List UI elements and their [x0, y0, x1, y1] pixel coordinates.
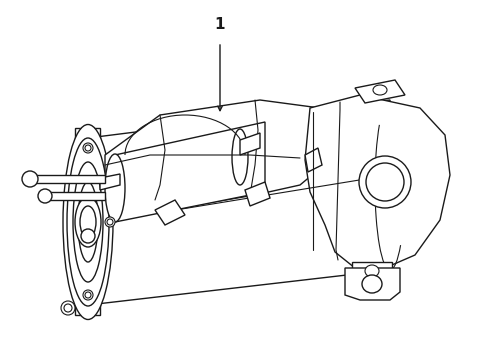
Ellipse shape	[83, 202, 93, 242]
Ellipse shape	[85, 292, 91, 298]
Ellipse shape	[67, 138, 109, 306]
Polygon shape	[88, 100, 390, 305]
Polygon shape	[30, 175, 105, 183]
Polygon shape	[352, 262, 392, 280]
Ellipse shape	[362, 275, 382, 293]
Polygon shape	[345, 268, 400, 300]
Ellipse shape	[80, 206, 96, 238]
Ellipse shape	[359, 156, 411, 208]
Polygon shape	[245, 182, 270, 206]
Polygon shape	[240, 133, 260, 155]
Polygon shape	[305, 95, 450, 268]
Ellipse shape	[105, 217, 115, 227]
Polygon shape	[355, 80, 405, 103]
Ellipse shape	[81, 229, 95, 243]
Polygon shape	[75, 128, 100, 315]
Ellipse shape	[78, 182, 98, 262]
Polygon shape	[105, 100, 335, 222]
Ellipse shape	[232, 129, 248, 185]
Ellipse shape	[365, 265, 379, 277]
Ellipse shape	[373, 85, 387, 95]
Ellipse shape	[107, 219, 113, 225]
Polygon shape	[155, 200, 185, 225]
Ellipse shape	[61, 301, 75, 315]
Polygon shape	[305, 148, 322, 172]
Text: 1: 1	[215, 17, 225, 32]
Ellipse shape	[366, 163, 404, 201]
Polygon shape	[115, 122, 265, 222]
Polygon shape	[45, 192, 105, 200]
Ellipse shape	[83, 143, 93, 153]
Ellipse shape	[22, 171, 38, 187]
Ellipse shape	[75, 197, 101, 247]
Polygon shape	[100, 174, 120, 190]
Ellipse shape	[63, 125, 113, 320]
Ellipse shape	[105, 154, 125, 222]
Ellipse shape	[38, 189, 52, 203]
Ellipse shape	[73, 162, 103, 282]
Ellipse shape	[64, 304, 72, 312]
Ellipse shape	[85, 145, 91, 151]
Ellipse shape	[83, 290, 93, 300]
